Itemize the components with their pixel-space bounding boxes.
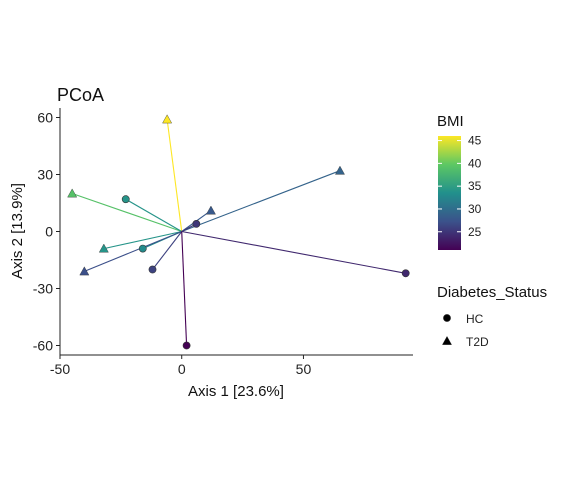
bmi-tick-label: 35 — [468, 179, 482, 193]
t2d-point — [205, 205, 216, 215]
centroid-segment — [125, 198, 182, 232]
centroid-segment — [181, 170, 341, 233]
centroid-segments — [71, 119, 406, 346]
y-tick-label: -30 — [33, 281, 53, 297]
data-points — [67, 114, 410, 350]
hc-point — [192, 219, 201, 228]
status-legend-label: T2D — [466, 335, 489, 349]
centroid-segment — [181, 231, 188, 346]
t2d-point — [335, 165, 345, 175]
y-axis-ticks: -60 -30 0 30 60 — [33, 110, 60, 354]
x-tick-label: 0 — [178, 361, 186, 377]
diabetes-status-legend-entries: HC T2D — [442, 312, 489, 349]
centroid-segment — [84, 230, 182, 272]
bmi-tick-label: 30 — [468, 202, 482, 216]
centroid-segment — [152, 231, 183, 270]
bmi-legend: BMI 25 30 35 40 45 — [437, 113, 482, 250]
y-tick-label: 0 — [45, 224, 53, 240]
centroid-segment — [71, 192, 182, 233]
t2d-point — [98, 243, 109, 253]
centroid-segment — [181, 230, 406, 274]
y-tick-label: -60 — [33, 338, 53, 354]
diabetes-status-legend-title: Diabetes_Status — [437, 284, 547, 301]
diabetes-status-legend: Diabetes_Status HC T2D — [437, 284, 547, 349]
bmi-tick-label: 40 — [468, 156, 482, 170]
t2d-point — [67, 188, 78, 198]
bmi-legend-ticks: 25 30 35 40 45 — [438, 134, 482, 239]
hc-legend-marker — [443, 314, 451, 322]
x-tick-label: 50 — [296, 361, 312, 377]
x-axis-ticks: -50 0 50 — [50, 355, 312, 377]
centroid-segment — [166, 119, 183, 232]
t2d-legend-marker — [442, 335, 452, 345]
chart-title: PCoA — [57, 85, 104, 105]
x-axis-title: Axis 1 [23.6%] — [188, 383, 284, 400]
hc-point — [148, 265, 157, 274]
y-tick-label: 30 — [37, 167, 53, 183]
axes: -50 0 50 -60 -30 0 30 60 — [33, 108, 413, 377]
bmi-tick-label: 45 — [468, 134, 482, 148]
t2d-point — [162, 114, 173, 124]
y-axis-title: Axis 2 [13.9%] — [9, 183, 26, 279]
hc-point — [121, 195, 130, 204]
y-tick-label: 60 — [37, 110, 53, 126]
bmi-tick-label: 25 — [468, 225, 482, 239]
x-tick-label: -50 — [50, 361, 70, 377]
centroid-segment — [103, 230, 182, 250]
hc-point — [138, 244, 147, 253]
hc-point — [401, 269, 410, 278]
bmi-colorbar — [438, 136, 461, 250]
status-legend-label: HC — [466, 312, 484, 326]
t2d-point — [79, 266, 90, 276]
bmi-legend-title: BMI — [437, 113, 464, 130]
hc-point — [182, 341, 191, 350]
